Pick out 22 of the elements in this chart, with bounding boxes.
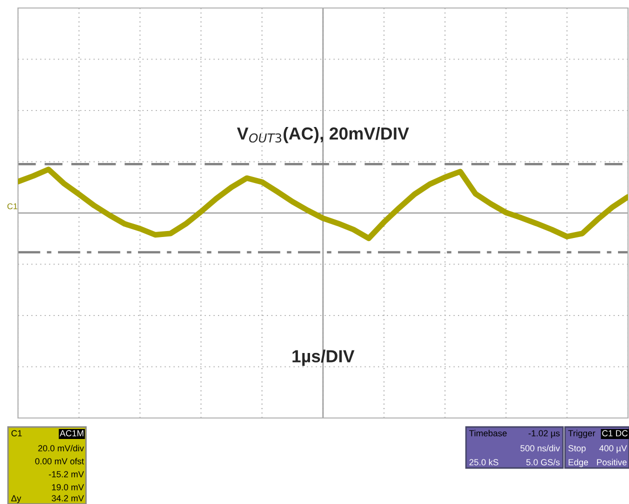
text: 20.0 mV/div: [38, 444, 84, 452]
text: Timebase: [469, 430, 507, 436]
text: 34.2 mV: [52, 495, 84, 502]
text: AC1M: [60, 430, 84, 436]
text: C1: [11, 430, 22, 436]
text: 5.0 GS/s: [526, 458, 560, 466]
text: -1.02 µs: [528, 430, 560, 438]
text: 19.0 mV: [52, 484, 84, 490]
text: C1 DC: [602, 430, 628, 436]
y-axis-title: C1: [7, 203, 18, 210]
text: 400 µV: [599, 445, 627, 454]
text: 500 ns/div: [520, 444, 560, 452]
text: Stop: [568, 445, 586, 454]
text: -15.2 mV: [48, 471, 84, 478]
text: Positive: [597, 458, 627, 466]
text: 0.00 mV ofst: [35, 458, 84, 464]
text: Edge: [568, 458, 588, 468]
text: Trigger: [568, 430, 596, 438]
text: 25.0 kS: [469, 458, 498, 466]
chart-title: V$_{OUT3}$(AC), 20mV/DIV: [237, 126, 409, 144]
text: Δy: [11, 495, 22, 504]
text: 1µs/DIV: [292, 350, 354, 366]
